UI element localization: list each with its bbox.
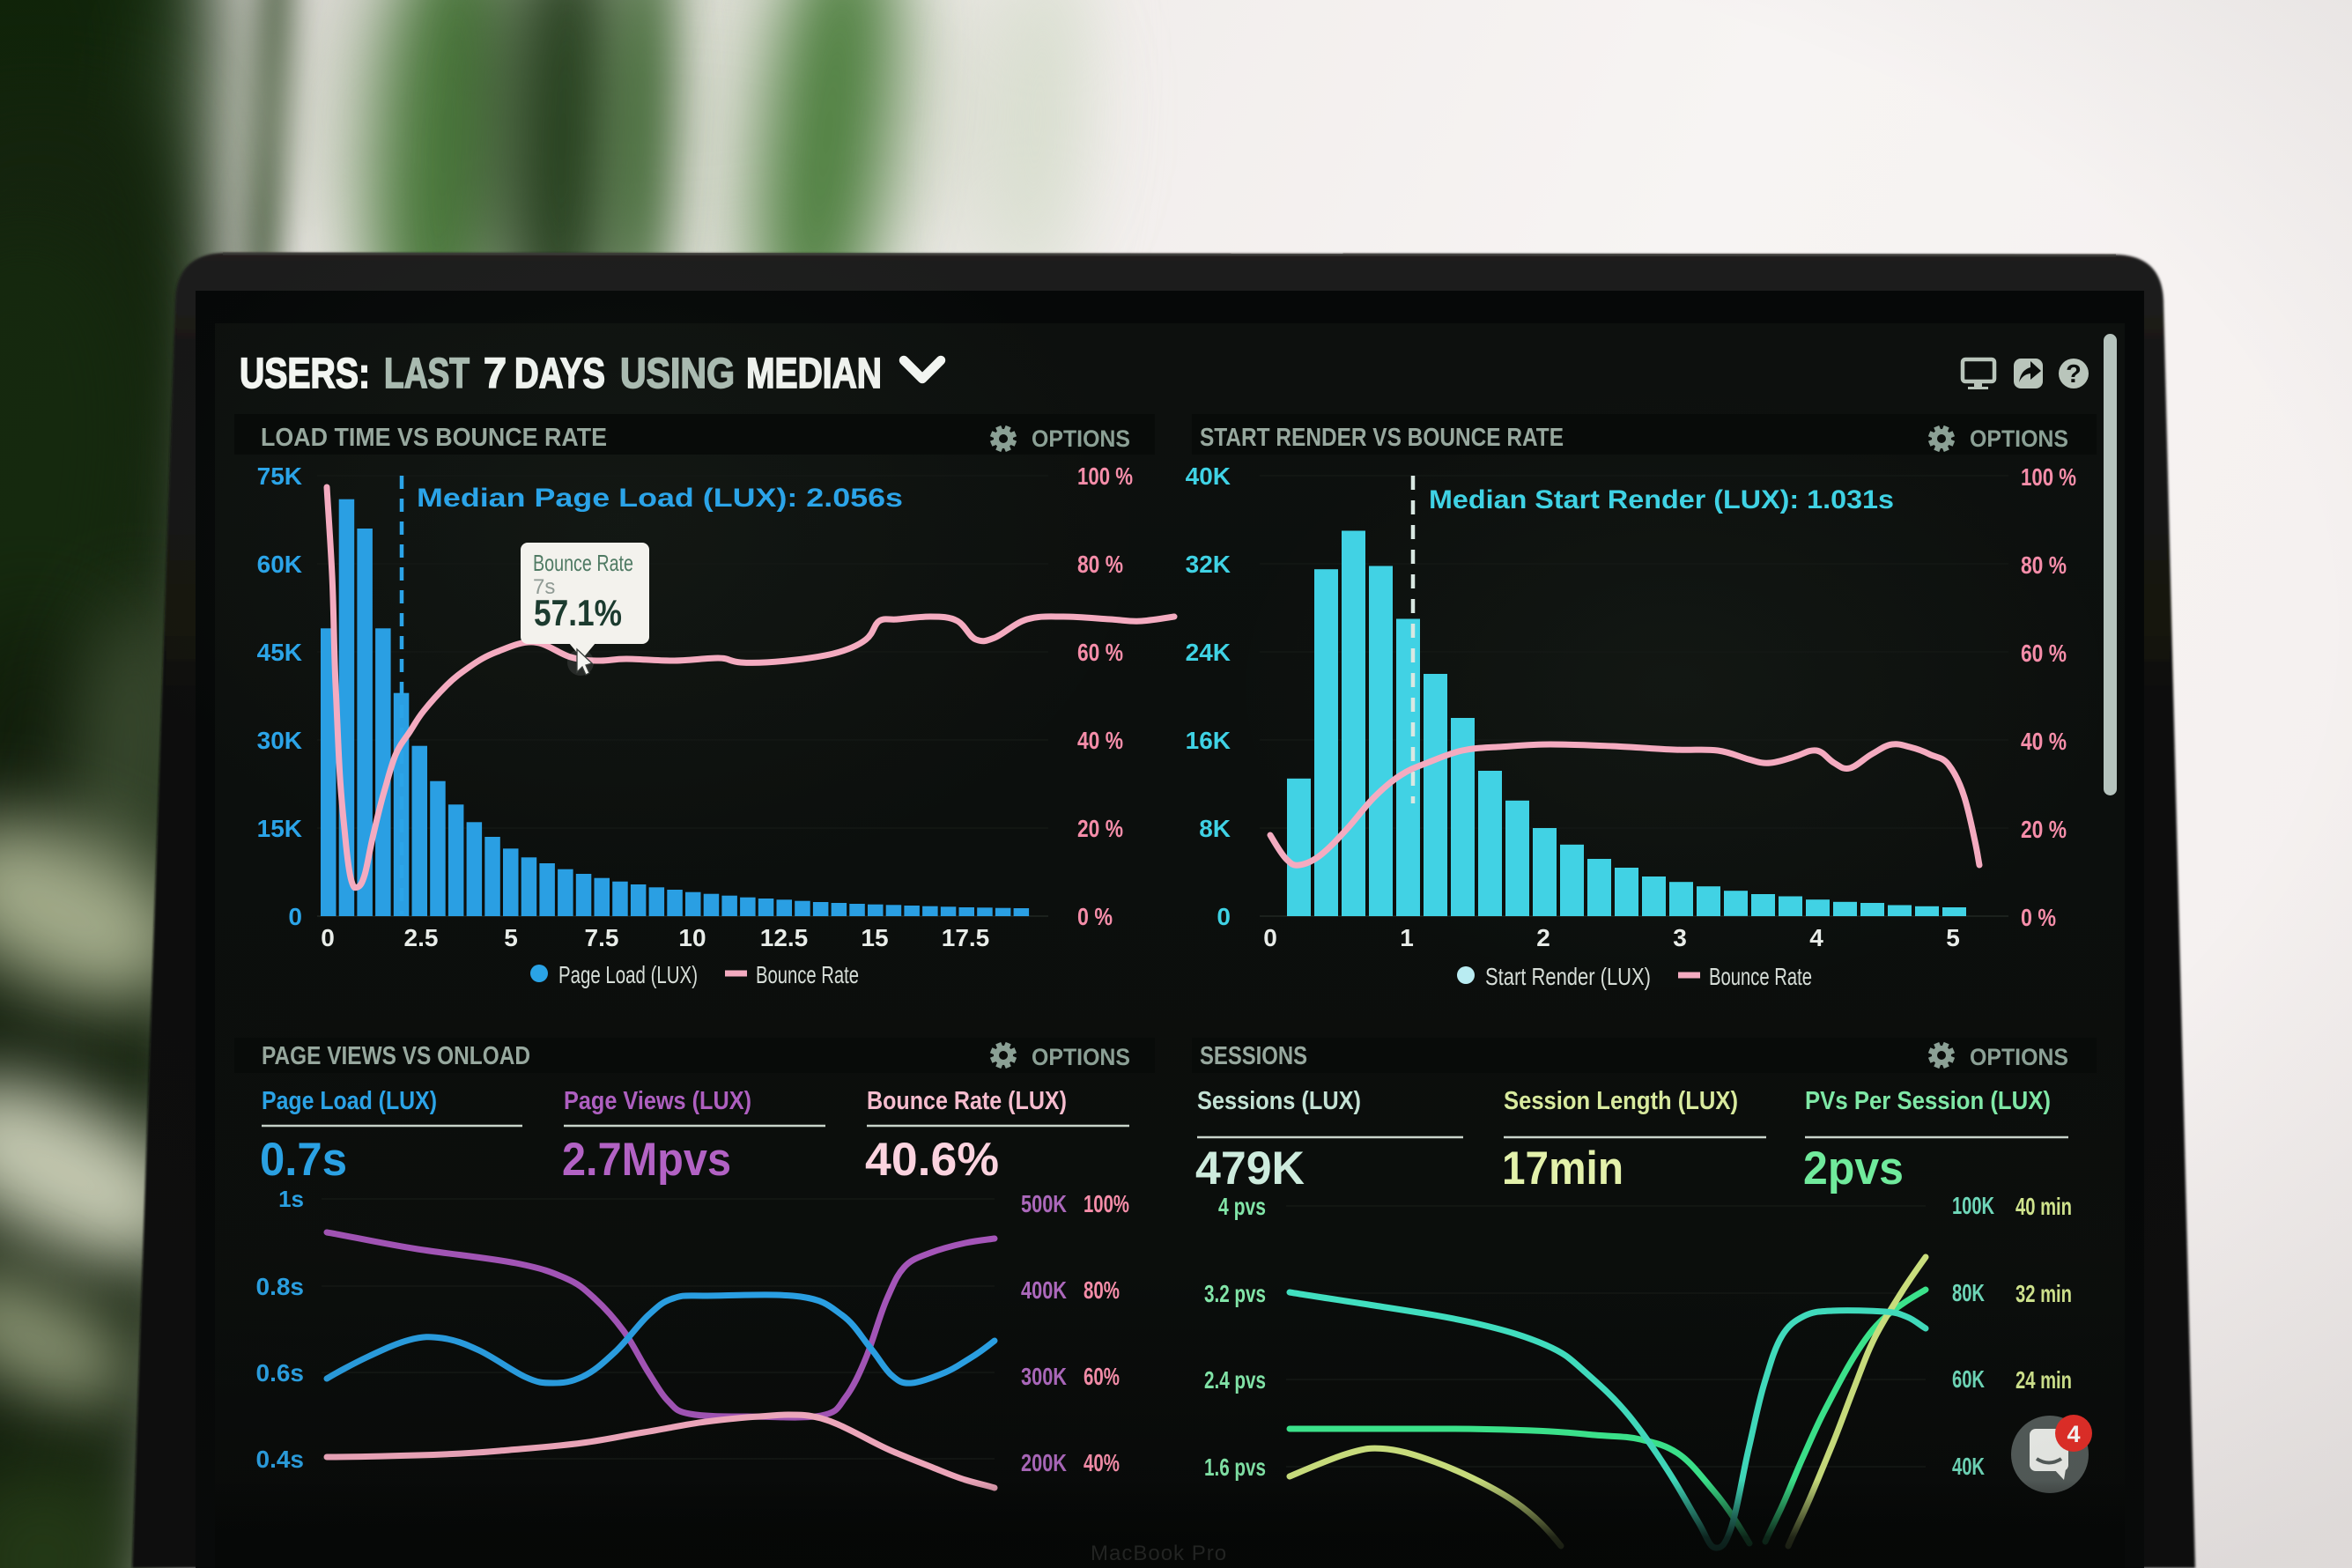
svg-text:100 %: 100 % <box>2021 463 2076 491</box>
svg-text:Session Length (LUX): Session Length (LUX) <box>1504 1087 1738 1115</box>
svg-text:7.5: 7.5 <box>585 924 619 951</box>
svg-text:Bounce Rate (LUX): Bounce Rate (LUX) <box>867 1087 1067 1115</box>
svg-text:24 min: 24 min <box>2015 1366 2072 1394</box>
svg-text:OPTIONS: OPTIONS <box>1970 425 2068 452</box>
svg-text:2pvs: 2pvs <box>1803 1143 1904 1194</box>
svg-text:32 min: 32 min <box>2015 1280 2072 1307</box>
svg-text:OPTIONS: OPTIONS <box>1032 425 1130 452</box>
svg-text:30K: 30K <box>257 727 302 754</box>
svg-text:1s: 1s <box>278 1186 304 1212</box>
svg-text:0: 0 <box>1263 924 1277 951</box>
svg-text:USERS:: USERS: <box>240 351 370 397</box>
svg-text:DAYS: DAYS <box>514 351 605 397</box>
svg-text:Page Views (LUX): Page Views (LUX) <box>564 1087 751 1115</box>
svg-text:3.2 pvs: 3.2 pvs <box>1204 1280 1266 1307</box>
svg-text:Sessions (LUX): Sessions (LUX) <box>1197 1087 1361 1115</box>
svg-text:Bounce Rate: Bounce Rate <box>1709 963 1812 990</box>
svg-text:OPTIONS: OPTIONS <box>1032 1044 1130 1070</box>
svg-text:45K: 45K <box>257 639 302 666</box>
svg-text:LAST: LAST <box>384 351 470 397</box>
svg-text:400K: 400K <box>1021 1276 1067 1304</box>
svg-text:100 %: 100 % <box>1077 462 1133 490</box>
svg-text:80K: 80K <box>1952 1279 1985 1306</box>
svg-text:40 min: 40 min <box>2015 1193 2072 1220</box>
svg-text:0.4s: 0.4s <box>256 1446 305 1473</box>
svg-text:60 %: 60 % <box>1077 639 1123 666</box>
svg-text:500K: 500K <box>1021 1190 1067 1217</box>
svg-text:0 %: 0 % <box>1077 903 1113 930</box>
svg-text:SESSIONS: SESSIONS <box>1200 1042 1307 1070</box>
svg-text:32K: 32K <box>1186 551 1231 578</box>
svg-text:OPTIONS: OPTIONS <box>1970 1044 2068 1070</box>
svg-text:40.6%: 40.6% <box>865 1134 999 1186</box>
svg-text:START RENDER VS BOUNCE RATE: START RENDER VS BOUNCE RATE <box>1200 424 1564 452</box>
svg-text:0: 0 <box>288 903 302 930</box>
svg-text:300K: 300K <box>1021 1363 1067 1390</box>
svg-text:2: 2 <box>1536 924 1550 951</box>
svg-text:5: 5 <box>504 924 518 951</box>
svg-text:24K: 24K <box>1186 639 1231 666</box>
svg-text:80 %: 80 % <box>1077 551 1123 578</box>
svg-text:40 %: 40 % <box>2021 728 2067 755</box>
svg-text:100%: 100% <box>1084 1190 1129 1217</box>
svg-text:60 %: 60 % <box>2021 640 2067 667</box>
svg-text:7: 7 <box>484 351 507 397</box>
svg-text:MEDIAN: MEDIAN <box>746 351 882 397</box>
svg-text:15: 15 <box>861 924 888 951</box>
svg-text:1: 1 <box>1400 924 1414 951</box>
svg-text:Bounce Rate: Bounce Rate <box>756 961 859 988</box>
svg-text:12.5: 12.5 <box>760 924 809 951</box>
svg-text:0: 0 <box>321 924 335 951</box>
svg-text:Median Page Load (LUX): 2.056s: Median Page Load (LUX): 2.056s <box>417 484 903 513</box>
svg-text:Bounce Rate: Bounce Rate <box>533 550 633 576</box>
svg-text:10: 10 <box>678 924 706 951</box>
svg-text:USING: USING <box>620 351 735 397</box>
svg-text:20 %: 20 % <box>2021 816 2067 843</box>
svg-text:16K: 16K <box>1186 727 1231 754</box>
svg-text:60K: 60K <box>257 551 302 578</box>
svg-text:2.4 pvs: 2.4 pvs <box>1204 1366 1266 1394</box>
svg-text:7s: 7s <box>533 575 555 599</box>
svg-text:8K: 8K <box>1199 815 1231 842</box>
svg-text:?: ? <box>2066 360 2082 388</box>
svg-text:0.7s: 0.7s <box>260 1134 347 1186</box>
svg-text:0.6s: 0.6s <box>256 1359 305 1387</box>
svg-text:4: 4 <box>2067 1421 2080 1447</box>
svg-text:40 %: 40 % <box>1077 727 1123 754</box>
svg-text:20 %: 20 % <box>1077 815 1123 842</box>
svg-text:57.1%: 57.1% <box>534 592 622 633</box>
svg-text:2.5: 2.5 <box>404 924 439 951</box>
svg-text:PVs Per Session (LUX): PVs Per Session (LUX) <box>1805 1087 2051 1115</box>
svg-text:17.5: 17.5 <box>942 924 990 951</box>
svg-text:60K: 60K <box>1952 1365 1985 1393</box>
svg-text:479K: 479K <box>1195 1143 1305 1194</box>
svg-text:0.8s: 0.8s <box>256 1273 305 1300</box>
svg-text:0 %: 0 % <box>2021 904 2056 931</box>
svg-text:17min: 17min <box>1502 1143 1623 1194</box>
svg-text:40K: 40K <box>1186 462 1231 490</box>
svg-text:Start Render (LUX): Start Render (LUX) <box>1485 963 1651 990</box>
svg-text:LOAD TIME VS BOUNCE RATE: LOAD TIME VS BOUNCE RATE <box>261 424 607 452</box>
svg-text:200K: 200K <box>1021 1449 1067 1476</box>
svg-text:40K: 40K <box>1952 1453 1985 1480</box>
svg-text:Page Load (LUX): Page Load (LUX) <box>558 961 698 988</box>
svg-text:1.6 pvs: 1.6 pvs <box>1204 1453 1266 1481</box>
svg-text:80 %: 80 % <box>2021 551 2067 579</box>
svg-text:40%: 40% <box>1084 1449 1120 1476</box>
svg-text:PAGE VIEWS VS ONLOAD: PAGE VIEWS VS ONLOAD <box>262 1042 530 1070</box>
svg-text:4: 4 <box>1809 924 1823 951</box>
svg-text:4 pvs: 4 pvs <box>1218 1193 1266 1220</box>
svg-text:0: 0 <box>1217 903 1231 930</box>
svg-text:15K: 15K <box>257 815 302 842</box>
svg-text:2.7Mpvs: 2.7Mpvs <box>562 1134 731 1186</box>
svg-text:5: 5 <box>1946 924 1960 951</box>
svg-text:100K: 100K <box>1952 1192 1994 1219</box>
svg-text:60%: 60% <box>1084 1363 1120 1390</box>
svg-text:75K: 75K <box>257 462 302 490</box>
svg-text:80%: 80% <box>1084 1276 1120 1304</box>
svg-text:Median Start Render (LUX): 1.0: Median Start Render (LUX): 1.031s <box>1429 485 1894 514</box>
svg-text:Page Load (LUX): Page Load (LUX) <box>262 1087 437 1115</box>
svg-text:3: 3 <box>1673 924 1687 951</box>
